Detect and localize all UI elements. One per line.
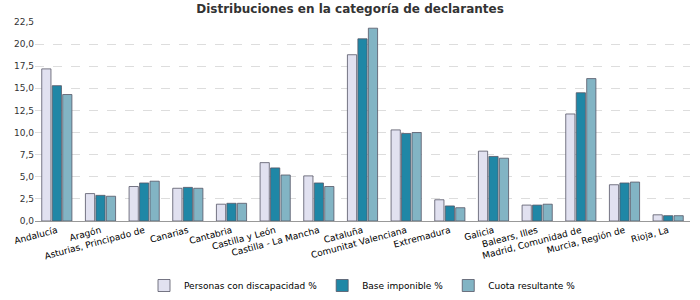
svg-text:Canarias: Canarias	[149, 225, 190, 245]
svg-text:Extremadura: Extremadura	[392, 225, 451, 250]
svg-text:Madrid, Comunidad de: Madrid, Comunidad de	[481, 225, 583, 261]
svg-text:7,5: 7,5	[20, 150, 34, 160]
svg-text:Andalucía: Andalucía	[13, 225, 58, 246]
svg-text:Murcia, Región de: Murcia, Región de	[546, 225, 627, 256]
svg-text:Comunitat Valenciana: Comunitat Valenciana	[310, 225, 408, 260]
svg-text:Personas con discapacidad %: Personas con discapacidad %	[184, 281, 317, 291]
svg-text:22,5: 22,5	[14, 17, 34, 27]
svg-text:Base imponible %: Base imponible %	[362, 281, 443, 291]
svg-text:Balears, Illes: Balears, Illes	[481, 225, 539, 250]
svg-text:Asturias, Principado de: Asturias, Principado de	[43, 225, 146, 262]
svg-text:Castilla - La Mancha: Castilla - La Mancha	[230, 225, 320, 258]
svg-text:Galicia: Galicia	[463, 225, 495, 243]
svg-text:0,0: 0,0	[20, 216, 35, 226]
svg-text:Cuota resultante %: Cuota resultante %	[488, 281, 575, 291]
svg-text:Cantabria: Cantabria	[188, 225, 233, 246]
svg-text:10,0: 10,0	[14, 128, 34, 138]
svg-text:Distribuciones en la categoría: Distribuciones en la categoría de declar…	[196, 2, 504, 16]
svg-text:Aragón: Aragón	[68, 225, 102, 243]
svg-text:Castilla y León: Castilla y León	[211, 225, 277, 252]
svg-text:20,0: 20,0	[14, 39, 34, 49]
svg-text:5,0: 5,0	[20, 172, 35, 182]
svg-text:2,5: 2,5	[20, 194, 34, 204]
svg-text:17,5: 17,5	[14, 61, 34, 71]
svg-text:12,5: 12,5	[14, 106, 34, 116]
svg-text:15,0: 15,0	[14, 83, 34, 93]
svg-text:Cataluña: Cataluña	[323, 225, 364, 245]
svg-text:Rioja, La: Rioja, La	[630, 225, 670, 245]
